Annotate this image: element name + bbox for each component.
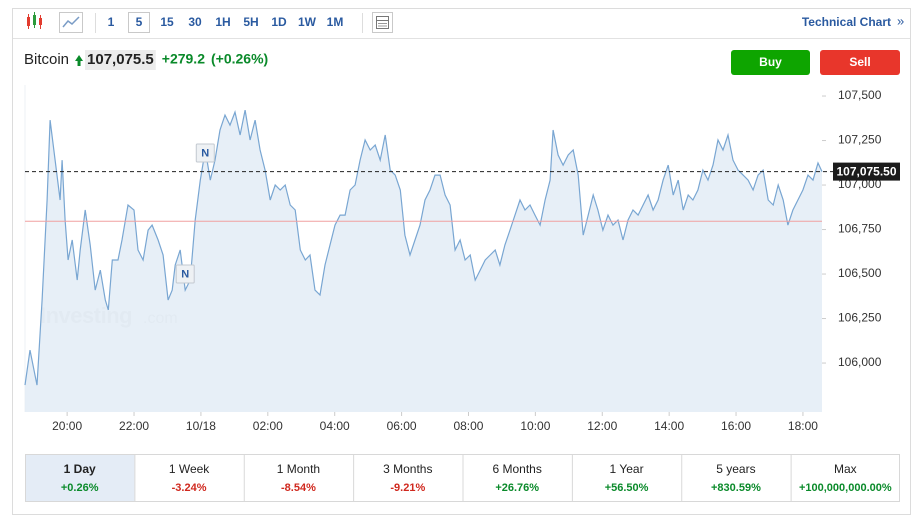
period-label[interactable]: 1 Day <box>64 462 96 476</box>
period-label[interactable]: Max <box>834 462 857 476</box>
header: Bitcoin 107,075.5 +279.2 (+0.26%) <box>24 50 268 70</box>
period-tabs: 1 Day +0.26% 1 Week -3.24% 1 Month -8.54% 3 Mo… <box>25 454 900 502</box>
interval-button[interactable]: 1W <box>298 15 317 29</box>
period-change[interactable]: +26.76% <box>495 482 539 494</box>
chevron-icon[interactable]: » <box>897 13 904 28</box>
period-label[interactable]: 3 Months <box>383 462 432 476</box>
period-change[interactable]: -9.21% <box>390 482 425 494</box>
interval-button[interactable]: 30 <box>188 15 202 29</box>
chart: Investing.com106,000106,250106,500106,75… <box>24 85 900 433</box>
period-label[interactable]: 6 Months <box>493 462 542 476</box>
news-marker[interactable] <box>195 143 215 163</box>
period-label[interactable]: 1 Year <box>610 462 644 476</box>
price-line <box>24 109 823 386</box>
line-chart-icon[interactable] <box>59 12 83 33</box>
x-tick-label: 06:00 <box>387 419 417 433</box>
technical-chart-link[interactable]: Technical Chart <box>802 15 891 29</box>
x-tick-label: 04:00 <box>320 419 350 433</box>
period-change[interactable]: -8.54% <box>281 482 316 494</box>
period-label[interactable]: 1 Month <box>277 462 320 476</box>
table-icon[interactable] <box>372 12 393 33</box>
y-tick-label: 106,750 <box>838 222 882 236</box>
up-arrow <box>75 55 84 66</box>
price: 107,075.5 <box>87 51 154 68</box>
last-price-label: 107,075.50 <box>836 164 896 178</box>
x-tick-label: 22:00 <box>119 419 149 433</box>
sell-button[interactable] <box>820 50 900 75</box>
interval-button[interactable]: 1D <box>271 15 287 29</box>
period-change[interactable]: +0.26% <box>61 482 99 494</box>
news-marker[interactable] <box>175 264 195 284</box>
interval-button[interactable]: 15 <box>160 15 174 29</box>
period-change[interactable]: +56.50% <box>605 482 649 494</box>
x-tick-label: 18:00 <box>788 419 818 433</box>
interval-button[interactable]: 1M <box>327 15 344 29</box>
candle-icon[interactable] <box>27 12 42 29</box>
news-marker-label[interactable]: N <box>201 147 209 159</box>
period-change[interactable]: -3.24% <box>172 482 207 494</box>
buy-button[interactable] <box>731 50 810 75</box>
price-change-percent: (+0.26%) <box>211 51 268 67</box>
last-price-box <box>833 162 900 181</box>
buy-label[interactable]: Buy <box>759 55 782 69</box>
x-tick-label: 12:00 <box>587 419 617 433</box>
y-tick-label: 107,000 <box>838 177 882 191</box>
y-tick-label: 106,250 <box>838 311 882 325</box>
x-tick-label: 08:00 <box>453 419 483 433</box>
interval-button[interactable]: 5 <box>136 15 143 29</box>
interval-button[interactable]: 5H <box>243 15 258 29</box>
price-change: +279.2 <box>162 51 205 67</box>
x-tick-label: 16:00 <box>721 419 751 433</box>
x-tick-label: 20:00 <box>52 419 82 433</box>
instrument-name: Bitcoin <box>24 51 69 68</box>
y-tick-label: 107,250 <box>838 133 882 147</box>
period-change[interactable]: +100,000,000.00% <box>799 482 892 494</box>
period-label[interactable]: 1 Week <box>169 462 210 476</box>
interval-button[interactable]: 1 <box>108 15 115 29</box>
x-tick-label: 14:00 <box>654 419 684 433</box>
period-label[interactable]: 5 years <box>716 462 755 476</box>
news-marker-label[interactable]: N <box>181 268 189 280</box>
x-tick-label: 10/18 <box>186 419 216 433</box>
x-tick-label: 10:00 <box>520 419 550 433</box>
area-fill <box>25 110 822 412</box>
y-tick-label: 106,500 <box>838 266 882 280</box>
x-tick-label: 02:00 <box>253 419 283 433</box>
active-period-bg <box>26 455 135 501</box>
y-tick-label: 106,000 <box>838 355 882 369</box>
interval-button[interactable]: 1H <box>215 15 230 29</box>
y-tick-label: 107,500 <box>838 88 882 102</box>
price-highlight <box>85 50 156 70</box>
period-change[interactable]: +830.59% <box>711 482 761 494</box>
sell-label[interactable]: Sell <box>849 55 870 69</box>
active-interval-box <box>128 12 150 33</box>
